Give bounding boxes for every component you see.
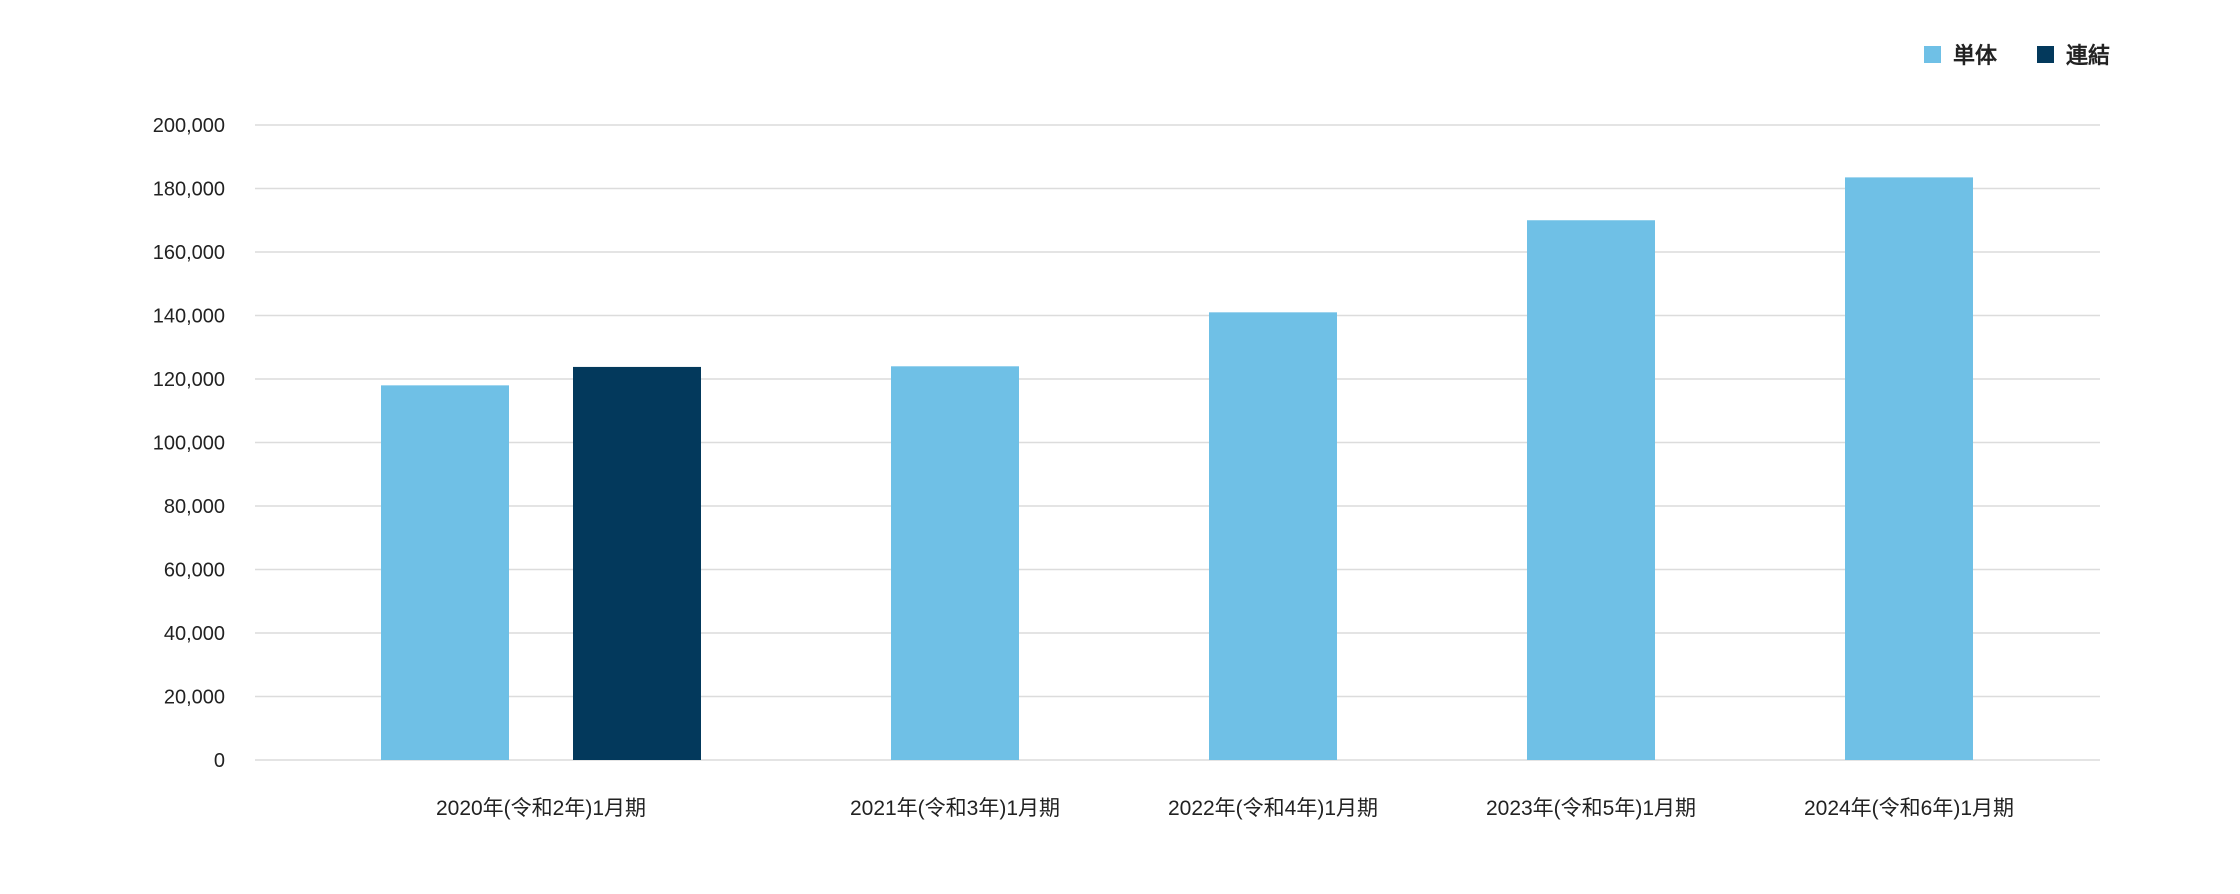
legend: 単体 連結 bbox=[1923, 38, 2110, 70]
y-tick-label: 160,000 bbox=[153, 242, 225, 264]
legend-label-standalone: 単体 bbox=[1952, 43, 1997, 68]
y-tick-label: 60,000 bbox=[164, 560, 225, 582]
x-tick-label: 2020年(令和2年)1月期 bbox=[436, 797, 646, 820]
x-tick-label: 2021年(令和3年)1月期 bbox=[850, 797, 1060, 820]
bar-standalone bbox=[381, 385, 509, 760]
y-tick-label: 200,000 bbox=[153, 115, 225, 137]
bar-standalone bbox=[1209, 312, 1337, 760]
x-tick-label: 2022年(令和4年)1月期 bbox=[1168, 797, 1378, 820]
legend-swatch-consolidated bbox=[2036, 45, 2054, 63]
y-tick-label: 40,000 bbox=[164, 623, 225, 645]
x-tick-label: 2023年(令和5年)1月期 bbox=[1486, 797, 1696, 820]
legend-swatch-standalone bbox=[1923, 45, 1941, 63]
y-tick-label: 100,000 bbox=[153, 433, 225, 455]
legend-label-consolidated: 連結 bbox=[2065, 43, 2110, 68]
bar-standalone bbox=[1527, 220, 1655, 760]
y-tick-label: 140,000 bbox=[153, 306, 225, 328]
y-tick-label: 180,000 bbox=[153, 179, 225, 201]
bar-standalone bbox=[891, 366, 1019, 760]
y-tick-label: 0 bbox=[214, 750, 225, 772]
bar-consolidated bbox=[573, 366, 701, 760]
x-tick-label: 2024年(令和6年)1月期 bbox=[1804, 797, 2014, 820]
legend-item-standalone: 単体 bbox=[1923, 38, 1997, 70]
legend-item-consolidated: 連結 bbox=[2036, 38, 2110, 70]
y-tick-label: 80,000 bbox=[164, 496, 225, 518]
y-tick-label: 120,000 bbox=[153, 369, 225, 391]
bar-standalone bbox=[1845, 177, 1973, 760]
y-tick-label: 20,000 bbox=[164, 687, 225, 709]
